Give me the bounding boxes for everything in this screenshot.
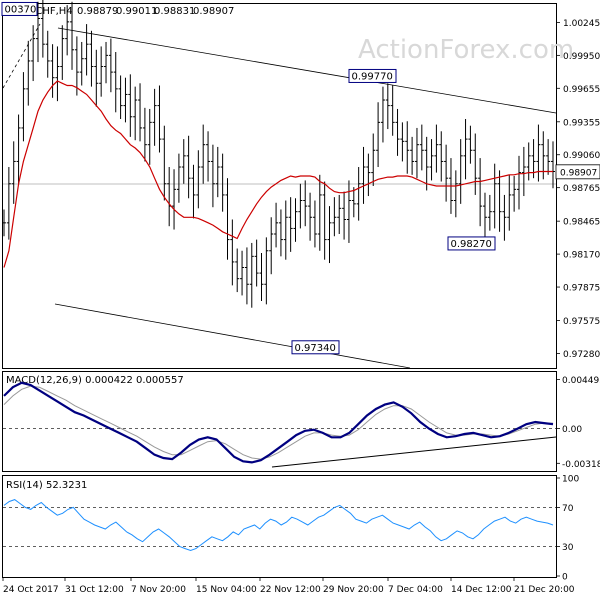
- entry-dashed-line: [2, 23, 41, 89]
- rsi-tick-label: 0: [562, 573, 568, 583]
- price-tick-label: 1.00245: [563, 19, 600, 29]
- macd-trendline: [271, 436, 557, 468]
- price-bars: [2, 0, 555, 308]
- price-tick-label: 0.99355: [563, 118, 600, 128]
- ohlc-low: 0.98831: [154, 6, 195, 17]
- rsi-tick-label: 100: [562, 475, 579, 485]
- annotation-label: 0.98270: [451, 239, 492, 250]
- price-tick-label: 0.99950: [563, 52, 600, 62]
- rsi-tick-label: 70: [562, 504, 574, 514]
- current-price-label: 0.98907: [560, 168, 597, 178]
- price-tick-label: 0.98170: [563, 251, 600, 261]
- macd-panel: [2, 371, 557, 472]
- time-tick-label: 24 Oct 2017: [3, 585, 59, 595]
- upper-channel-line: [57, 27, 557, 114]
- time-tick-label: 21 Dec 20:00: [514, 585, 575, 595]
- macd-axis: 0.004493 0.00 -0.003186: [3, 376, 600, 470]
- annotation-box: [447, 236, 496, 251]
- time-tick-label: 29 Nov 20:00: [323, 585, 384, 595]
- current-price-tag: [555, 164, 600, 180]
- rsi-title: RSI(14) 52.3231: [6, 480, 87, 491]
- annotation-label: 0.97340: [295, 343, 336, 354]
- price-annotations: 00370 0.99770 0.98270 0.97340: [1, 1, 496, 355]
- annotation-box: [291, 340, 340, 355]
- price-tick-label: 0.99655: [563, 85, 600, 95]
- annotation-box: [348, 68, 397, 83]
- rsi-tick-label: 30: [562, 543, 574, 553]
- moving-average-line: [3, 80, 553, 268]
- time-tick-label: 14 Dec 12:00: [451, 585, 512, 595]
- price-tick-label: 0.98465: [563, 218, 600, 228]
- rsi-line: [3, 499, 554, 552]
- price-tick-label: 0.98765: [563, 184, 600, 194]
- ohlc-open: 0.98879: [77, 6, 118, 17]
- macd-tick-label: 0.004493: [562, 376, 600, 386]
- lower-channel-line: [54, 303, 411, 369]
- time-tick-label: 22 Nov 12:00: [260, 585, 321, 595]
- ohlc-high: 0.99011: [116, 6, 157, 17]
- macd-tick-label: 0.00: [562, 425, 582, 435]
- annotation-label: 00370: [5, 4, 37, 15]
- annotation-label: 0.99770: [352, 71, 393, 82]
- price-tick-label: 0.97875: [563, 284, 600, 294]
- watermark: ActionForex.com: [358, 35, 574, 65]
- price-tick-label: 0.97280: [563, 350, 600, 360]
- time-axis: 24 Oct 2017 31 Oct 12:00 7 Nov 20:00 15 Nov…: [2, 577, 575, 595]
- macd-line: [3, 381, 554, 464]
- macd-tick-label: -0.003186: [562, 460, 600, 470]
- price-panel: [2, 3, 557, 369]
- price-axis: 1.00245 0.99950 0.99655 0.99355 0.99060 0.987…: [555, 19, 600, 360]
- time-tick-label: 31 Oct 12:00: [65, 585, 124, 595]
- time-tick-label: 15 Nov 04:00: [196, 585, 257, 595]
- time-tick-label: 7 Nov 20:00: [131, 585, 186, 595]
- time-tick-label: 7 Dec 04:00: [388, 585, 443, 595]
- rsi-axis: 100 70 30 0: [3, 475, 579, 583]
- price-tick-label: 0.97575: [563, 317, 600, 327]
- macd-title: MACD(12,26,9) 0.000422 0.000557: [6, 375, 184, 386]
- annotation-box: [1, 1, 38, 16]
- chart-header: USDCHF,H4 0.98879 0.99011 0.98831 0.9890…: [5, 6, 234, 17]
- price-tick-label: 0.99060: [563, 151, 600, 161]
- ohlc-close: 0.98907: [193, 6, 234, 17]
- rsi-panel: [2, 475, 557, 578]
